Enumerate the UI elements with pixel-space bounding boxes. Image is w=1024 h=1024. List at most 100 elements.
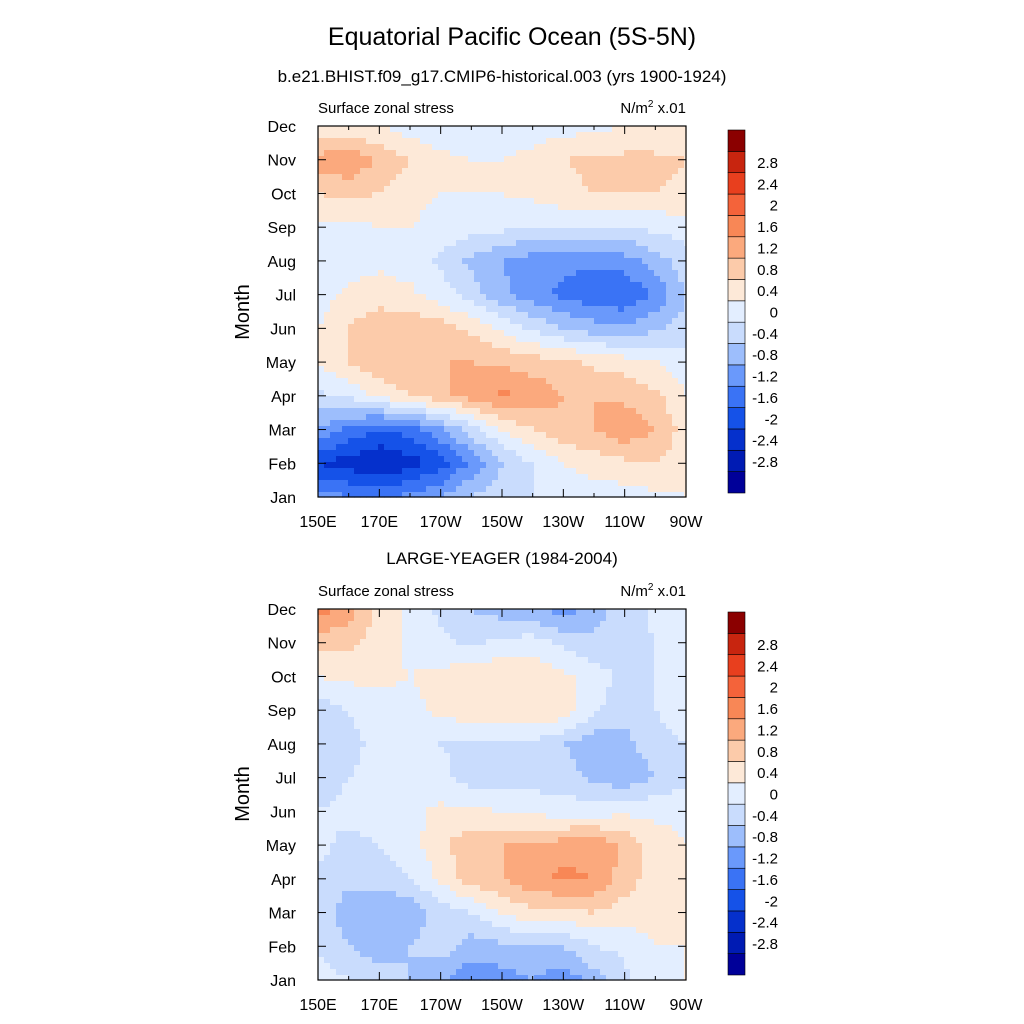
heatmap-cell <box>336 444 343 451</box>
heatmap-cell <box>552 468 559 475</box>
heatmap-cell <box>486 246 493 253</box>
heatmap-cell <box>498 132 505 139</box>
heatmap-cell <box>684 240 687 247</box>
heatmap-cell <box>636 438 643 445</box>
heatmap-cell <box>456 663 463 670</box>
heatmap-cell <box>534 138 541 145</box>
heatmap-cell <box>402 360 409 367</box>
heatmap-cell <box>606 186 613 193</box>
heatmap-cell <box>564 420 571 427</box>
heatmap-cell <box>612 633 619 640</box>
heatmap-cell <box>654 306 661 313</box>
heatmap-cell <box>444 270 451 277</box>
heatmap-cell <box>588 282 595 289</box>
heatmap-cell <box>348 432 355 439</box>
heatmap-cell <box>582 330 589 337</box>
heatmap-cell <box>408 645 415 652</box>
heatmap-cell <box>510 312 517 319</box>
heatmap-cell <box>546 270 553 277</box>
heatmap-cell <box>420 150 427 157</box>
heatmap-cell <box>612 462 619 469</box>
heatmap-cell <box>516 681 523 688</box>
heatmap-cell <box>510 360 517 367</box>
heatmap-cell <box>324 132 331 139</box>
heatmap-cell <box>474 138 481 145</box>
heatmap-cell <box>630 456 637 463</box>
heatmap-cell <box>534 252 541 259</box>
heatmap-cell <box>546 699 553 706</box>
heatmap-cell <box>450 300 457 307</box>
heatmap-cell <box>540 258 547 265</box>
heatmap-cell <box>558 663 565 670</box>
heatmap-cell <box>408 378 415 385</box>
heatmap-cell <box>450 156 457 163</box>
heatmap-cell <box>468 354 475 361</box>
heatmap-cell <box>654 615 661 622</box>
heatmap-cell <box>630 687 637 694</box>
heatmap-cell <box>576 276 583 283</box>
heatmap-cell <box>648 192 655 199</box>
heatmap-cell <box>474 492 481 498</box>
heatmap-cell <box>486 132 493 139</box>
heatmap-cell <box>600 372 607 379</box>
heatmap-cell <box>444 300 451 307</box>
heatmap-cell <box>372 414 379 421</box>
heatmap-cell <box>600 150 607 157</box>
heatmap-cell <box>456 438 463 445</box>
heatmap-cell <box>408 204 415 211</box>
heatmap-cell <box>678 126 685 133</box>
heatmap-cell <box>372 657 379 664</box>
heatmap-cell <box>654 198 661 205</box>
heatmap-cell <box>450 474 457 481</box>
heatmap-cell <box>672 300 679 307</box>
heatmap-cell <box>534 420 541 427</box>
heatmap-cell <box>384 402 391 409</box>
heatmap-cell <box>642 615 649 622</box>
heatmap-cell <box>582 144 589 151</box>
heatmap-cell <box>600 324 607 331</box>
heatmap-cell <box>510 258 517 265</box>
heatmap-cell <box>606 264 613 271</box>
heatmap-cell <box>510 645 517 652</box>
heatmap-cell <box>510 450 517 457</box>
heatmap-cell <box>504 705 511 712</box>
heatmap-cell <box>594 492 601 498</box>
heatmap-cell <box>666 456 673 463</box>
heatmap-cell <box>606 354 613 361</box>
heatmap-cell <box>558 687 565 694</box>
heatmap-cell <box>576 210 583 217</box>
heatmap-cell <box>558 222 565 229</box>
heatmap-cell <box>534 615 541 622</box>
heatmap-cell <box>666 609 673 616</box>
heatmap-cell <box>324 174 331 181</box>
heatmap-cell <box>432 414 439 421</box>
heatmap-cell <box>480 258 487 265</box>
heatmap-cell <box>492 360 499 367</box>
heatmap-cell <box>378 681 385 688</box>
heatmap-cell <box>684 621 687 628</box>
heatmap-cell <box>366 294 373 301</box>
heatmap-cell <box>378 378 385 385</box>
heatmap-cell <box>486 264 493 271</box>
heatmap-cell <box>342 288 349 295</box>
heatmap-cell <box>366 402 373 409</box>
heatmap-cell <box>588 126 595 133</box>
heatmap-cell <box>558 456 565 463</box>
heatmap-cell <box>468 633 475 640</box>
heatmap-cell <box>486 150 493 157</box>
heatmap-cell <box>648 621 655 628</box>
heatmap-cell <box>552 438 559 445</box>
heatmap-cell <box>516 162 523 169</box>
heatmap-cell <box>666 300 673 307</box>
heatmap-cell <box>666 210 673 217</box>
heatmap-cell <box>372 609 379 616</box>
heatmap-cell <box>414 300 421 307</box>
heatmap-cell <box>354 693 361 700</box>
heatmap-cell <box>390 450 397 457</box>
heatmap-cell <box>564 609 571 616</box>
heatmap-cell <box>678 294 685 301</box>
heatmap-cell <box>528 480 535 487</box>
heatmap-cell <box>546 312 553 319</box>
heatmap-cell <box>552 234 559 241</box>
heatmap-cell <box>492 324 499 331</box>
